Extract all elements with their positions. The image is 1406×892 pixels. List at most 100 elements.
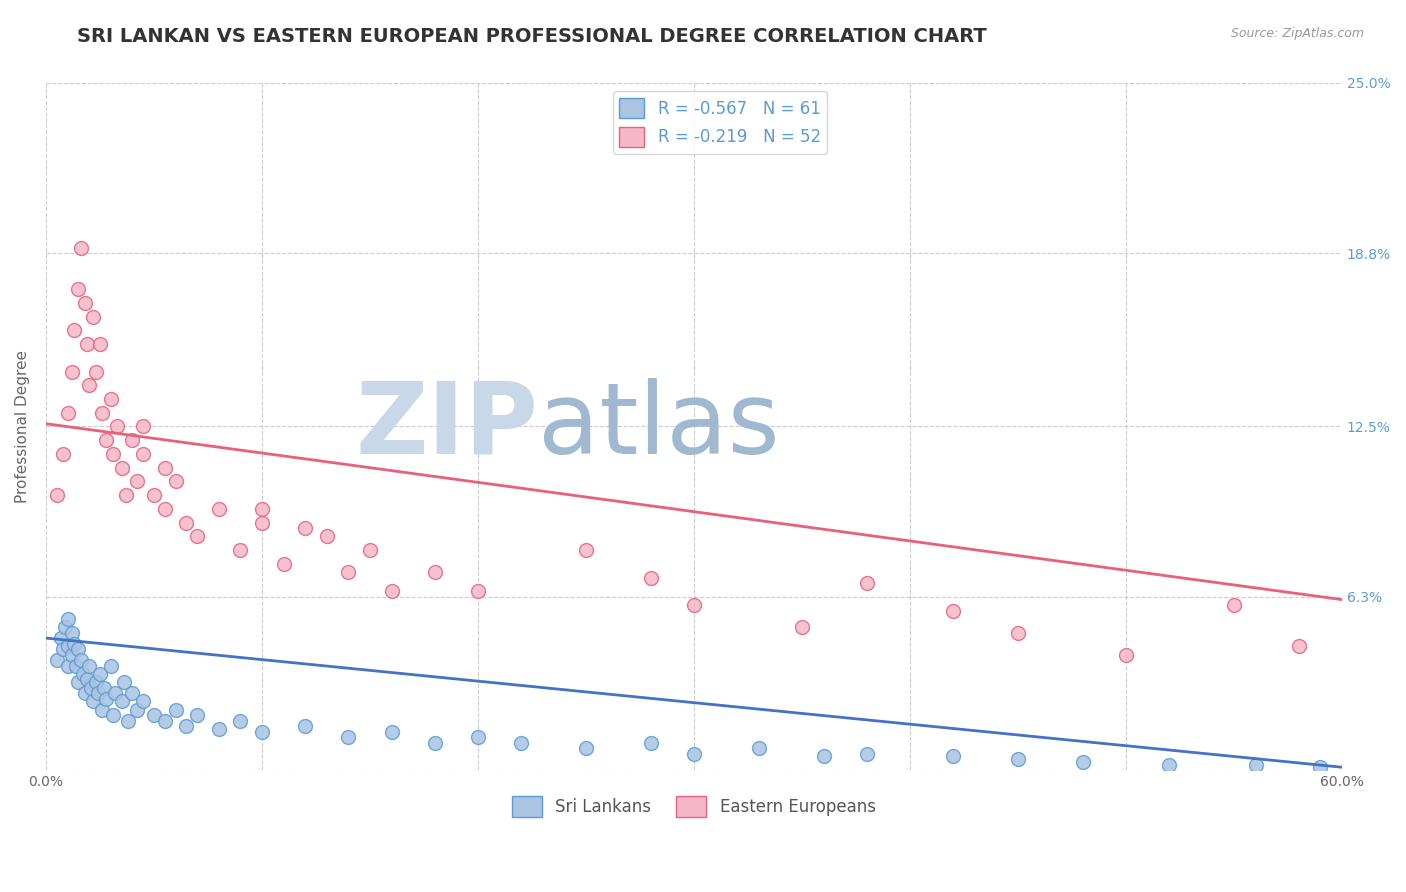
Point [640,571,662,585]
Point [132,694,155,708]
Point [63,637,86,651]
Point [294,719,316,733]
Point [640,735,662,749]
Point [60,625,83,640]
Point [942,604,965,618]
Point [56,406,79,420]
Y-axis label: Professional Degree: Professional Degree [15,350,30,503]
Legend: Sri Lankans, Eastern Europeans: Sri Lankans, Eastern Europeans [506,789,883,823]
Point [110,460,132,475]
Point [1071,755,1094,769]
Point [67,642,90,657]
Point [132,447,155,461]
Point [575,741,598,756]
Point [176,719,198,733]
Point [115,488,138,502]
Point [89,337,111,351]
Point [110,694,132,708]
Point [49,631,72,645]
Point [69,241,91,255]
Point [72,666,94,681]
Point [84,675,107,690]
Point [337,565,360,579]
Point [77,658,100,673]
Point [91,702,114,716]
Point [73,295,96,310]
Point [100,392,122,406]
Point [423,565,446,579]
Point [1007,752,1029,766]
Point [1159,757,1181,772]
Point [132,419,155,434]
Point [56,640,79,654]
Point [855,576,877,591]
Point [112,675,135,690]
Point [1115,648,1137,662]
Point [1288,640,1310,654]
Point [125,475,148,489]
Point [82,694,104,708]
Point [73,686,96,700]
Point [143,708,166,723]
Point [93,681,115,695]
Point [813,749,835,764]
Point [80,681,103,695]
Point [52,642,75,657]
Point [1309,760,1331,774]
Point [208,502,231,516]
Point [153,714,176,728]
Point [45,653,67,667]
Point [84,364,107,378]
Point [683,747,706,761]
Point [121,686,143,700]
Point [76,673,98,687]
Point [165,702,187,716]
Point [1007,625,1029,640]
Point [91,406,114,420]
Point [250,502,273,516]
Point [55,620,77,634]
Point [125,702,148,716]
Text: atlas: atlas [538,378,780,475]
Point [56,612,79,626]
Point [250,724,273,739]
Point [101,447,124,461]
Point [82,310,104,324]
Point [790,620,813,634]
Point [96,434,118,448]
Point [153,502,176,516]
Point [121,434,143,448]
Point [855,747,877,761]
Point [510,735,533,749]
Point [89,666,111,681]
Point [69,653,91,667]
Point [942,749,965,764]
Point [100,658,122,673]
Point [294,521,316,535]
Point [575,543,598,558]
Point [229,714,252,728]
Point [186,529,208,543]
Point [67,675,90,690]
Point [250,516,273,530]
Point [273,557,295,571]
Point [467,584,489,599]
Point [165,475,187,489]
Point [208,722,231,736]
Point [153,460,176,475]
Point [65,658,87,673]
Point [315,529,337,543]
Point [63,323,86,337]
Point [105,419,128,434]
Point [104,686,127,700]
Point [45,488,67,502]
Point [67,282,90,296]
Point [56,658,79,673]
Point [176,516,198,530]
Point [186,708,208,723]
Point [337,730,360,744]
Text: SRI LANKAN VS EASTERN EUROPEAN PROFESSIONAL DEGREE CORRELATION CHART: SRI LANKAN VS EASTERN EUROPEAN PROFESSIO… [77,27,987,45]
Point [748,741,770,756]
Point [101,708,124,723]
Point [381,724,404,739]
